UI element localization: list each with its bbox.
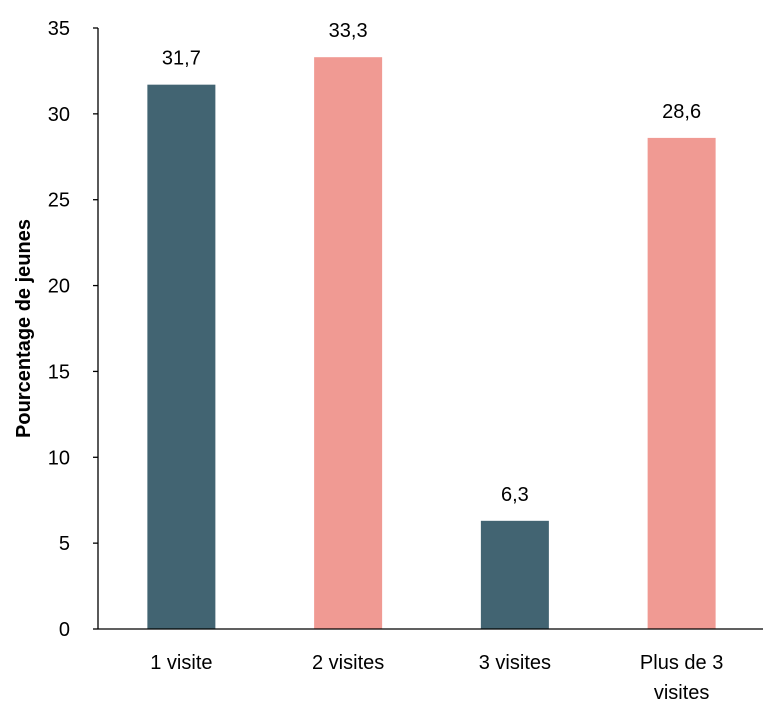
bar (480, 520, 549, 629)
bar (147, 84, 216, 629)
y-tick-label: 5 (59, 533, 70, 555)
x-category-label: 3 visites (479, 652, 551, 674)
x-category-label: Plus de 3 (640, 652, 723, 674)
data-labels: 31,7 33,3 6,3 28,6 (162, 20, 701, 506)
y-tick-label: 30 (48, 104, 70, 126)
y-tick-label: 0 (59, 619, 70, 641)
bar-value-label: 28,6 (662, 101, 701, 123)
y-tick-label: 25 (48, 190, 70, 212)
bar-value-label: 33,3 (329, 20, 368, 42)
x-category-label: 2 visites (312, 652, 384, 674)
x-axis-labels: 1 visite 2 visites 3 visites Plus de 3 visit… (150, 652, 723, 704)
x-category-label: 1 visite (150, 652, 212, 674)
bar (647, 137, 716, 629)
bar (314, 57, 383, 630)
bar-value-label: 6,3 (501, 484, 529, 506)
y-axis-title: Pourcentage de jeunes (13, 219, 35, 438)
y-tick-label: 15 (48, 361, 70, 383)
bars (147, 57, 716, 630)
y-tick-label: 20 (48, 276, 70, 298)
y-tick-label: 10 (48, 447, 70, 469)
bar-value-label: 31,7 (162, 48, 201, 70)
y-tick-label: 35 (48, 18, 70, 40)
y-axis-ticks: 0 5 10 15 20 25 30 35 (48, 18, 98, 641)
x-category-label: visites (654, 682, 710, 704)
